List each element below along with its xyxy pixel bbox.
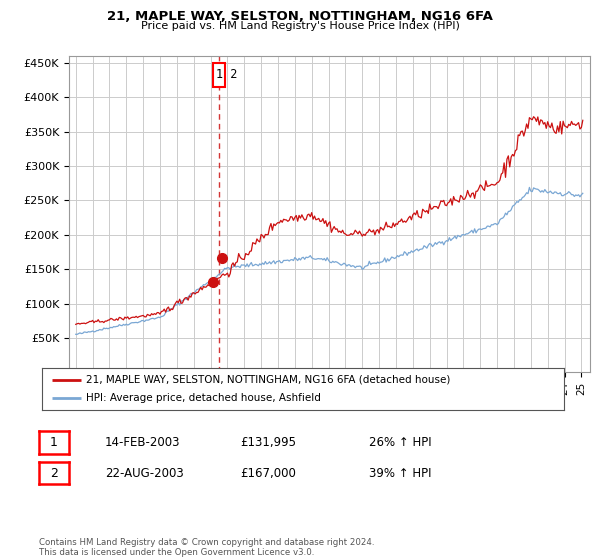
Text: Price paid vs. HM Land Registry's House Price Index (HPI): Price paid vs. HM Land Registry's House … [140, 21, 460, 31]
Text: £131,995: £131,995 [240, 436, 296, 449]
Text: 22-AUG-2003: 22-AUG-2003 [105, 466, 184, 480]
Text: HPI: Average price, detached house, Ashfield: HPI: Average price, detached house, Ashf… [86, 393, 321, 403]
Text: Contains HM Land Registry data © Crown copyright and database right 2024.
This d: Contains HM Land Registry data © Crown c… [39, 538, 374, 557]
FancyBboxPatch shape [213, 63, 225, 87]
Text: £167,000: £167,000 [240, 466, 296, 480]
Text: 26% ↑ HPI: 26% ↑ HPI [369, 436, 431, 449]
Text: 1: 1 [50, 436, 58, 449]
Text: 14-FEB-2003: 14-FEB-2003 [105, 436, 181, 449]
Text: 1 2: 1 2 [216, 68, 238, 81]
Text: 39% ↑ HPI: 39% ↑ HPI [369, 466, 431, 480]
Text: 21, MAPLE WAY, SELSTON, NOTTINGHAM, NG16 6FA: 21, MAPLE WAY, SELSTON, NOTTINGHAM, NG16… [107, 10, 493, 23]
Text: 2: 2 [50, 466, 58, 480]
Text: 21, MAPLE WAY, SELSTON, NOTTINGHAM, NG16 6FA (detached house): 21, MAPLE WAY, SELSTON, NOTTINGHAM, NG16… [86, 375, 451, 385]
